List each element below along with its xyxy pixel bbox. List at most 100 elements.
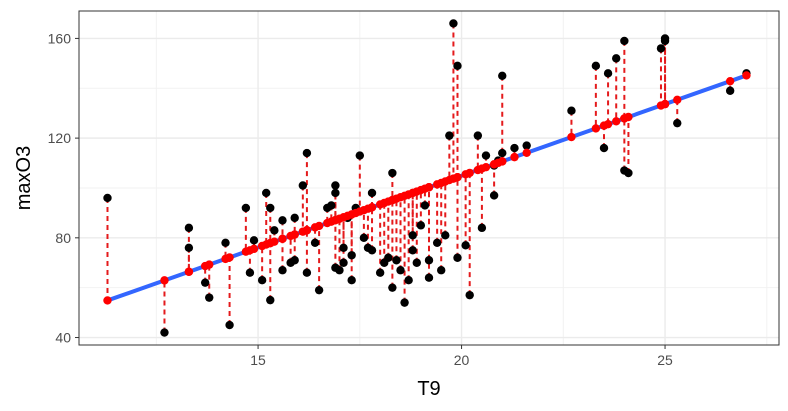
observed-point: [278, 266, 287, 275]
y-tick-label: 80: [55, 230, 71, 246]
observed-point: [266, 295, 275, 305]
y-axis-title: maxO3: [13, 146, 35, 210]
observed-point: [612, 54, 621, 63]
fitted-point: [522, 148, 531, 158]
fitted-point: [612, 117, 621, 126]
observed-point: [498, 148, 507, 158]
x-axis-title: T9: [417, 378, 440, 400]
observed-point: [298, 181, 308, 190]
y-tick-label: 40: [55, 330, 71, 346]
fitted-point: [567, 132, 576, 142]
observed-point: [624, 168, 633, 178]
observed-point: [432, 238, 442, 248]
observed-point: [396, 266, 405, 275]
observed-point: [388, 168, 397, 178]
plot-border: [78, 10, 780, 346]
observed-point: [302, 148, 312, 158]
observed-point: [567, 106, 576, 115]
observed-point: [656, 44, 666, 53]
observed-point: [424, 256, 434, 265]
observed-point: [339, 243, 348, 252]
observed-point: [591, 61, 601, 71]
y-tick-label: 160: [48, 30, 72, 46]
observed-point: [270, 226, 279, 235]
fitted-point: [742, 71, 751, 80]
fitted-point: [270, 237, 279, 246]
observed-point: [257, 275, 267, 285]
observed-point: [489, 191, 499, 200]
observed-point: [205, 293, 214, 302]
observed-point: [331, 181, 340, 190]
fitted-point: [302, 226, 312, 235]
observed-point: [355, 151, 365, 160]
observed-point: [184, 243, 194, 252]
observed-point: [420, 201, 430, 210]
observed-point: [461, 241, 470, 250]
observed-point: [465, 290, 474, 300]
observed-point: [603, 69, 613, 78]
observed-point: [290, 256, 299, 265]
fitted-point: [673, 95, 682, 104]
observed-point: [278, 216, 287, 225]
observed-point: [331, 188, 340, 198]
observed-point: [408, 246, 417, 255]
observed-point: [262, 188, 271, 198]
observed-point: [441, 231, 450, 240]
fitted-points: [103, 71, 751, 305]
observed-point: [367, 188, 377, 198]
y-axis-ticks: 40 80 120 160: [48, 30, 79, 346]
observed-point: [245, 268, 255, 277]
observed-point: [200, 278, 210, 287]
fitted-point: [314, 221, 324, 231]
observed-point: [660, 34, 670, 43]
fitted-point: [205, 260, 214, 269]
observed-point: [335, 266, 344, 275]
fitted-point: [225, 253, 234, 262]
observed-point: [359, 233, 369, 243]
fitted-point: [624, 112, 633, 122]
fitted-point: [510, 152, 519, 162]
observed-point: [498, 71, 507, 81]
observed-point: [310, 238, 320, 248]
observed-point: [339, 258, 348, 267]
observed-point: [184, 223, 194, 233]
observed-point: [437, 266, 446, 275]
observed-point: [522, 141, 531, 150]
fitted-point: [725, 76, 735, 86]
fitted-point: [249, 244, 259, 254]
y-tick-label: 120: [48, 130, 72, 146]
observed-point: [367, 246, 377, 255]
fitted-point: [481, 162, 491, 172]
observed-point: [266, 203, 275, 213]
observed-point: [449, 19, 458, 28]
fitted-point: [184, 267, 194, 276]
observed-point: [404, 275, 413, 285]
observed-point: [400, 298, 409, 307]
observed-point: [725, 86, 735, 95]
observed-point: [473, 131, 483, 140]
observed-point: [424, 273, 434, 282]
observed-point: [103, 193, 112, 203]
fitted-point: [465, 168, 474, 178]
fitted-point: [278, 234, 287, 244]
x-tick-label: 25: [657, 352, 673, 368]
observed-point: [481, 151, 491, 160]
fitted-point: [160, 276, 169, 285]
fitted-point: [103, 296, 112, 305]
observed-points: [103, 19, 751, 337]
observed-point: [302, 268, 312, 277]
observed-point: [347, 275, 356, 285]
fitted-point: [367, 203, 377, 212]
observed-point: [160, 328, 169, 337]
plot-panel: [79, 11, 779, 345]
observed-point: [290, 213, 299, 223]
fitted-point: [453, 172, 462, 182]
observed-point: [347, 251, 356, 260]
observed-point: [673, 118, 682, 128]
observed-point: [599, 143, 609, 153]
observed-point: [388, 283, 397, 292]
observed-point: [510, 143, 519, 153]
observed-point: [412, 258, 421, 267]
observed-point: [453, 61, 462, 71]
